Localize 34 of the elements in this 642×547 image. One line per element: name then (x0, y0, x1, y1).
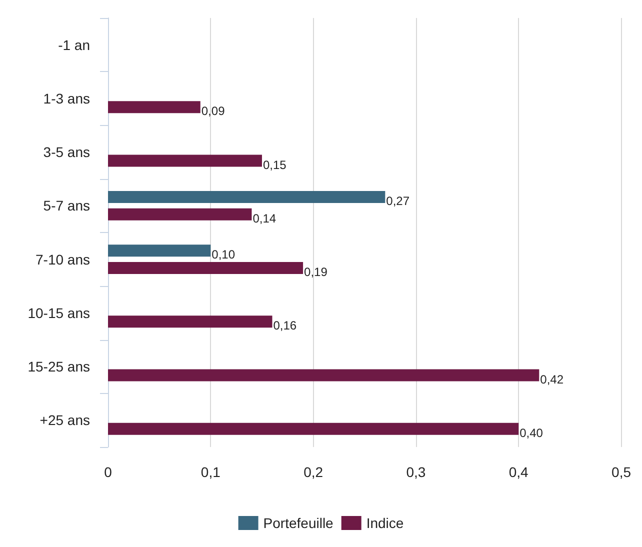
y-tick-label: 15-25 ans (28, 358, 90, 375)
bar (108, 369, 540, 382)
y-tick-label: +25 ans (40, 412, 90, 428)
bar (108, 316, 272, 328)
data-label: 0,14 (252, 211, 276, 226)
bar (108, 190, 386, 203)
bar (108, 101, 200, 114)
bar (108, 262, 304, 274)
y-tick-label: 3-5 ans (43, 144, 90, 160)
bar (108, 244, 211, 257)
y-tick-label: 5-7 ans (43, 198, 90, 214)
data-label: 0,15 (262, 158, 287, 172)
legend-label: Portefeuille (263, 515, 334, 531)
data-label: 0,42 (540, 372, 564, 386)
legend-label: Indice (366, 515, 404, 531)
y-tick-label: 7-10 ans (36, 251, 90, 268)
data-label: 0,16 (273, 318, 297, 333)
data-label: 0,19 (304, 265, 328, 280)
bar (108, 154, 262, 167)
y-tick-label: 1-3 ans (43, 90, 90, 106)
data-label: 0,27 (386, 194, 410, 208)
y-tick-label: -1 an (58, 36, 90, 53)
bar (108, 422, 519, 435)
y-tick-label: 10-15 ans (28, 304, 90, 321)
x-tick-label: 0,1 (200, 464, 221, 480)
x-tick-label: 0,2 (304, 464, 324, 480)
data-label: 0,09 (201, 104, 226, 118)
bar (108, 208, 252, 220)
x-tick-label: 0 (104, 464, 112, 480)
data-label: 0,40 (520, 426, 544, 440)
data-label: 0,10 (212, 248, 236, 262)
x-tick-label: 0,5 (612, 464, 632, 480)
x-tick-label: 0,3 (406, 464, 426, 480)
x-tick-label: 0,4 (508, 464, 529, 480)
